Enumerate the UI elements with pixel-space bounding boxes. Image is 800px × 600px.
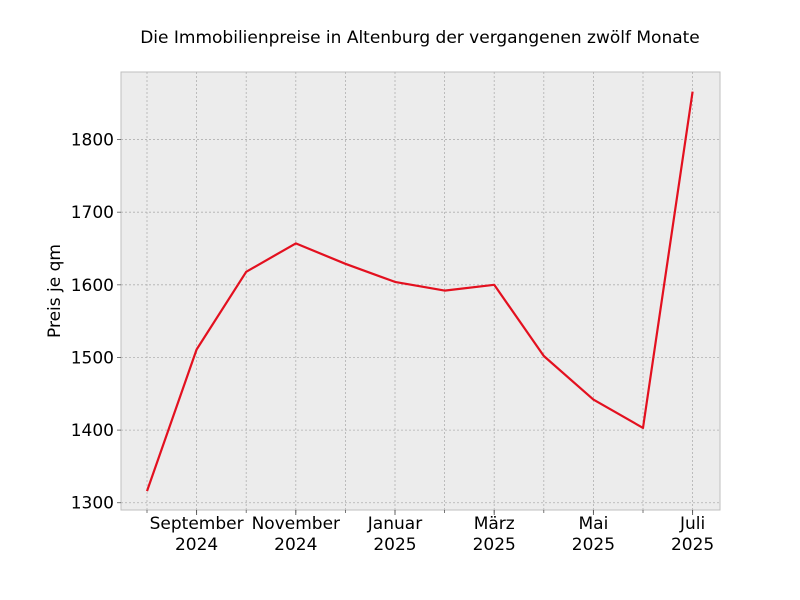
x-tick-label-month: Mai: [578, 514, 608, 534]
x-tick-label-year: 2025: [373, 535, 416, 555]
x-axis-ticks: September2024November2024Januar2025März2…: [146, 510, 714, 555]
y-tick-label: 1600: [71, 276, 114, 296]
x-tick-label-month: September: [150, 514, 244, 534]
x-tick-label-month: März: [474, 514, 515, 534]
price-series-line: [145, 91, 694, 492]
y-tick-label: 1700: [71, 203, 114, 223]
x-tick-label-month: Januar: [367, 514, 422, 534]
x-tick-label-year: 2024: [175, 535, 218, 555]
y-tick-label: 1300: [71, 494, 114, 514]
grid-lines: [121, 72, 720, 510]
x-tick-label-year: 2025: [473, 535, 516, 555]
y-axis-ticks: 1300 1400 1500 1600 1700 1800: [71, 131, 121, 514]
chart-title: Die Immobilienpreise in Altenburg der ve…: [140, 28, 700, 48]
y-tick-label: 1800: [71, 131, 114, 151]
x-tick-label-year: 2025: [671, 535, 714, 555]
x-tick-label-year: 2025: [572, 535, 615, 555]
x-tick-label-year: 2024: [274, 535, 317, 555]
y-axis-label: Preis je qm: [45, 244, 65, 338]
x-tick-label-month: November: [252, 514, 340, 534]
x-tick-label-month: Juli: [679, 514, 705, 534]
y-tick-label: 1400: [71, 421, 114, 441]
y-tick-label: 1500: [71, 348, 114, 368]
plot-area: [120, 71, 721, 511]
